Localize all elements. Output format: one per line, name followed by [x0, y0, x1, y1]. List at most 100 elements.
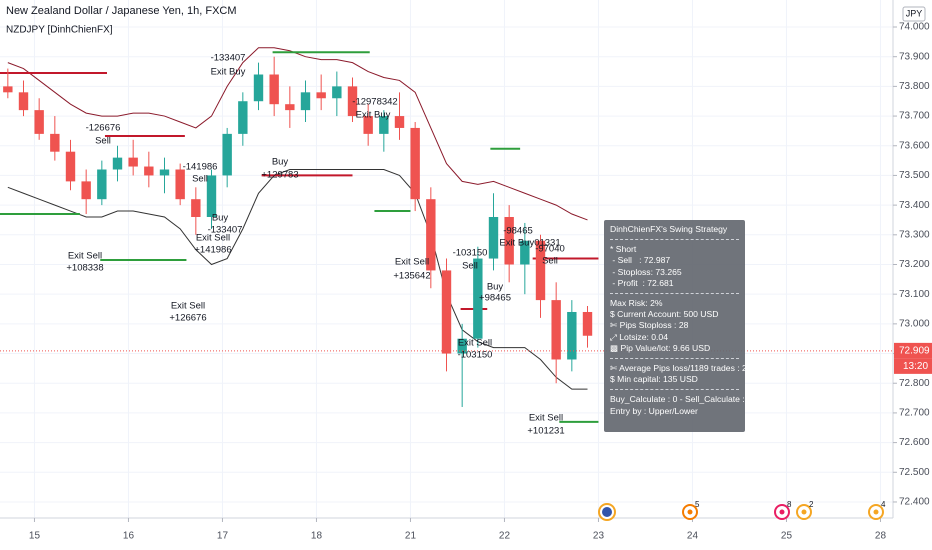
y-tick-label: 73.000 [899, 319, 930, 330]
x-tick-label: 16 [123, 531, 135, 542]
trade-annotation: +126676 [169, 313, 206, 324]
currency: JPY [906, 8, 923, 18]
candle-body [410, 127, 420, 200]
price-axis-bg [893, 0, 932, 550]
line: $ Current Account: 500 USD [610, 309, 719, 320]
x-tick-label: 23 [593, 531, 605, 542]
trade-annotation: Sell [192, 174, 208, 185]
trade-annotation: Exit Sell [196, 233, 230, 244]
trade-annotation: -97040 [535, 244, 565, 255]
candle-body [222, 133, 232, 176]
candle-body [379, 116, 389, 134]
candle-body [504, 216, 514, 265]
trade-annotation: Sell [462, 261, 478, 272]
hr [610, 389, 739, 391]
y-tick-label: 73.500 [899, 170, 930, 181]
candle-body [582, 311, 593, 336]
candle-body [567, 311, 577, 360]
last-price-label: 72.909 [899, 346, 930, 357]
event-dot [801, 509, 807, 515]
trade-annotation: +135642 [393, 271, 430, 282]
trade-annotation: -103150 [458, 350, 493, 361]
chart-title: New Zealand Dollar / Japanese Yen, 1h, F… [6, 5, 237, 17]
candle-body [394, 116, 405, 128]
candle-body [520, 240, 530, 265]
trade-annotation: Exit Sell [395, 257, 429, 268]
trade-annotation: Buy [212, 213, 229, 224]
y-tick-label: 72.600 [899, 437, 930, 448]
ttl: DinhChienFX's Swing Strategy [610, 224, 728, 234]
line: * Short [610, 244, 637, 255]
trade-annotation: Buy [272, 157, 289, 168]
line: - Profit : 72.681 [610, 277, 674, 288]
y-tick-label: 73.300 [899, 229, 930, 240]
info-box: DinhChienFX's Swing Strategy * Short - Se… [604, 220, 745, 432]
y-tick-label: 73.700 [899, 111, 930, 122]
last-price-tag [894, 342, 932, 359]
candle-body [269, 74, 279, 105]
event-count: 5 [695, 500, 700, 509]
candle-body [159, 169, 170, 176]
candle-body [363, 116, 373, 134]
candle-body [112, 157, 123, 170]
trade-annotation: -133407 [208, 225, 243, 236]
hr [610, 358, 739, 360]
candle-body [473, 258, 483, 339]
line: - Sell : 72.987 [610, 255, 671, 266]
line: - Stoploss: 73.265 [610, 266, 682, 277]
hr [610, 239, 739, 241]
y-tick-label: 72.400 [899, 497, 930, 508]
currency-badge[interactable] [902, 6, 926, 22]
y-tick-label: 73.900 [899, 51, 930, 62]
candle-body [332, 86, 342, 99]
x-tick-label: 17 [217, 531, 229, 542]
trade-annotation: Exit Sell [458, 338, 492, 349]
event-dot [873, 509, 879, 515]
candle-body [457, 338, 467, 354]
y-tick-label: 73.800 [899, 81, 930, 92]
trade-annotation: Sell [95, 136, 111, 147]
trade-annotation: Exit Sell [68, 251, 102, 262]
candle-body [253, 74, 264, 102]
trade-annotation: +129783 [261, 170, 298, 181]
line: ⤢ Lotsize: 0.04 [610, 331, 668, 342]
trade-annotation: Exit Buy [356, 110, 391, 121]
line: Entry by : Upper/Lower [610, 405, 698, 416]
x-tick-label: 28 [875, 531, 887, 542]
line: Max Risk: 2% [610, 298, 663, 309]
candle-body [65, 151, 76, 182]
candle-body [300, 92, 311, 111]
event-dot [687, 509, 693, 515]
band-line [7, 47, 588, 221]
line: $ Min capital: 135 USD [610, 374, 698, 385]
candle-body [34, 110, 44, 134]
y-tick-label: 73.100 [899, 289, 930, 300]
trade-annotation: -98465 [503, 226, 533, 237]
candle-body [81, 181, 91, 200]
candle-body [50, 133, 60, 152]
event-dot [779, 509, 785, 515]
x-tick-label: 24 [687, 531, 699, 542]
trade-annotation: +141986 [194, 245, 231, 256]
candle-body [488, 216, 499, 259]
candle-body [441, 270, 452, 354]
trade-annotation: Exit Sell [529, 413, 563, 424]
candle-body [206, 175, 217, 217]
trade-annotation: -12978342 [352, 97, 397, 108]
countdown-label: 13:20 [903, 361, 928, 372]
trade-annotation: Exit Sell [171, 301, 205, 312]
candle-body [18, 92, 29, 111]
trade-annotation: -133407 [211, 53, 246, 64]
event-count: 8 [787, 500, 792, 509]
y-tick-label: 72.500 [899, 467, 930, 478]
x-tick-label: 18 [311, 531, 323, 542]
trade-annotation: -103150 [453, 248, 488, 259]
trade-annotation: +108338 [66, 263, 103, 274]
trade-annotation: Exit Buy [211, 67, 246, 78]
chart-subtitle: NZDJPY [DinhChienFX] [6, 25, 113, 36]
candle-body [3, 86, 13, 93]
y-tick-label: 73.400 [899, 200, 930, 211]
event-count: 4 [881, 500, 886, 509]
